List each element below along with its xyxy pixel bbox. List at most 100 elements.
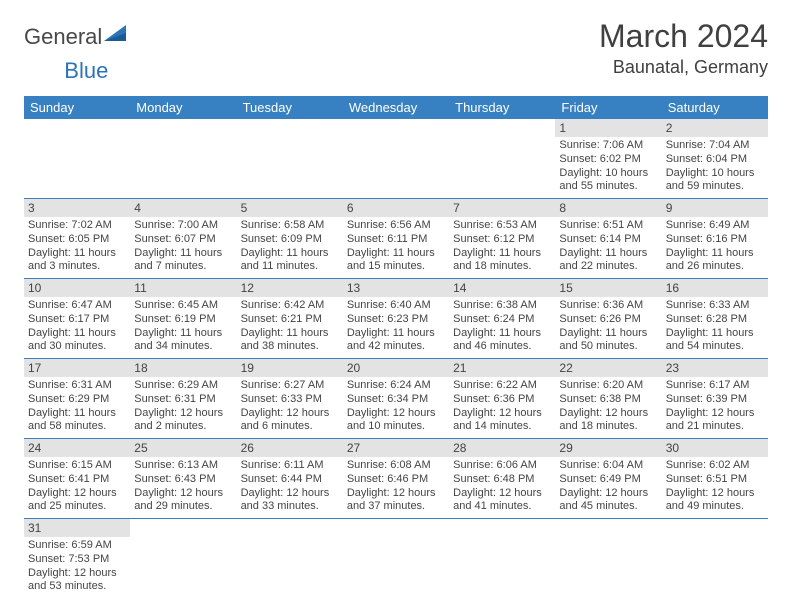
sunrise-text: Sunrise: 6:20 AM — [559, 379, 657, 393]
calendar-cell: 9Sunrise: 6:49 AMSunset: 6:16 PMDaylight… — [662, 199, 768, 279]
daylight-text: and 18 minutes. — [559, 420, 657, 434]
daylight-text: and 37 minutes. — [347, 500, 445, 514]
calendar-cell: 16Sunrise: 6:33 AMSunset: 6:28 PMDayligh… — [662, 279, 768, 359]
daylight-text: and 41 minutes. — [453, 500, 551, 514]
calendar-cell: 20Sunrise: 6:24 AMSunset: 6:34 PMDayligh… — [343, 359, 449, 439]
calendar-cell: 14Sunrise: 6:38 AMSunset: 6:24 PMDayligh… — [449, 279, 555, 359]
daylight-text: Daylight: 11 hours — [347, 247, 445, 261]
day-details: Sunrise: 6:11 AMSunset: 6:44 PMDaylight:… — [237, 457, 343, 518]
day-number: 12 — [237, 279, 343, 297]
daylight-text: Daylight: 12 hours — [666, 487, 764, 501]
daylight-text: and 50 minutes. — [559, 340, 657, 354]
sunset-text: Sunset: 7:53 PM — [28, 553, 126, 567]
calendar-cell: 6Sunrise: 6:56 AMSunset: 6:11 PMDaylight… — [343, 199, 449, 279]
sunrise-text: Sunrise: 6:29 AM — [134, 379, 232, 393]
sunrise-text: Sunrise: 6:08 AM — [347, 459, 445, 473]
day-number: 19 — [237, 359, 343, 377]
calendar-cell: 13Sunrise: 6:40 AMSunset: 6:23 PMDayligh… — [343, 279, 449, 359]
daylight-text: Daylight: 10 hours — [666, 167, 764, 181]
day-number: 17 — [24, 359, 130, 377]
day-details: Sunrise: 6:06 AMSunset: 6:48 PMDaylight:… — [449, 457, 555, 518]
daylight-text: Daylight: 11 hours — [28, 407, 126, 421]
daylight-text: and 34 minutes. — [134, 340, 232, 354]
calendar-cell — [130, 119, 236, 199]
sunrise-text: Sunrise: 6:33 AM — [666, 299, 764, 313]
daylight-text: Daylight: 12 hours — [241, 407, 339, 421]
calendar-cell — [237, 519, 343, 599]
day-number — [130, 119, 236, 137]
daylight-text: Daylight: 11 hours — [453, 327, 551, 341]
sunrise-text: Sunrise: 6:53 AM — [453, 219, 551, 233]
day-details: Sunrise: 6:20 AMSunset: 6:38 PMDaylight:… — [555, 377, 661, 438]
day-details: Sunrise: 6:49 AMSunset: 6:16 PMDaylight:… — [662, 217, 768, 278]
daylight-text: Daylight: 11 hours — [559, 327, 657, 341]
daylight-text: and 29 minutes. — [134, 500, 232, 514]
sunset-text: Sunset: 6:44 PM — [241, 473, 339, 487]
day-number: 11 — [130, 279, 236, 297]
day-details: Sunrise: 6:08 AMSunset: 6:46 PMDaylight:… — [343, 457, 449, 518]
sunrise-text: Sunrise: 7:06 AM — [559, 139, 657, 153]
sunset-text: Sunset: 6:33 PM — [241, 393, 339, 407]
day-number — [555, 519, 661, 537]
sunset-text: Sunset: 6:46 PM — [347, 473, 445, 487]
day-number: 22 — [555, 359, 661, 377]
day-number: 29 — [555, 439, 661, 457]
weekday-header: Friday — [555, 96, 661, 119]
sunrise-text: Sunrise: 6:36 AM — [559, 299, 657, 313]
daylight-text: and 33 minutes. — [241, 500, 339, 514]
daylight-text: Daylight: 11 hours — [559, 247, 657, 261]
day-number: 14 — [449, 279, 555, 297]
weekday-header: Saturday — [662, 96, 768, 119]
sunrise-text: Sunrise: 7:00 AM — [134, 219, 232, 233]
calendar-cell: 15Sunrise: 6:36 AMSunset: 6:26 PMDayligh… — [555, 279, 661, 359]
sunset-text: Sunset: 6:29 PM — [28, 393, 126, 407]
sunset-text: Sunset: 6:26 PM — [559, 313, 657, 327]
sunset-text: Sunset: 6:28 PM — [666, 313, 764, 327]
day-details: Sunrise: 6:04 AMSunset: 6:49 PMDaylight:… — [555, 457, 661, 518]
daylight-text: and 11 minutes. — [241, 260, 339, 274]
sunset-text: Sunset: 6:34 PM — [347, 393, 445, 407]
calendar-cell — [343, 119, 449, 199]
day-details: Sunrise: 6:29 AMSunset: 6:31 PMDaylight:… — [130, 377, 236, 438]
day-details: Sunrise: 6:42 AMSunset: 6:21 PMDaylight:… — [237, 297, 343, 358]
day-number: 16 — [662, 279, 768, 297]
month-title: March 2024 — [599, 18, 768, 55]
calendar-cell: 29Sunrise: 6:04 AMSunset: 6:49 PMDayligh… — [555, 439, 661, 519]
day-number — [130, 519, 236, 537]
daylight-text: and 38 minutes. — [241, 340, 339, 354]
daylight-text: Daylight: 11 hours — [666, 327, 764, 341]
calendar-cell: 11Sunrise: 6:45 AMSunset: 6:19 PMDayligh… — [130, 279, 236, 359]
daylight-text: Daylight: 12 hours — [559, 487, 657, 501]
calendar-cell: 23Sunrise: 6:17 AMSunset: 6:39 PMDayligh… — [662, 359, 768, 439]
day-details: Sunrise: 6:59 AMSunset: 7:53 PMDaylight:… — [24, 537, 130, 598]
sunrise-text: Sunrise: 6:40 AM — [347, 299, 445, 313]
day-details: Sunrise: 6:45 AMSunset: 6:19 PMDaylight:… — [130, 297, 236, 358]
daylight-text: and 7 minutes. — [134, 260, 232, 274]
sunset-text: Sunset: 6:19 PM — [134, 313, 232, 327]
day-number: 21 — [449, 359, 555, 377]
day-number: 10 — [24, 279, 130, 297]
sunrise-text: Sunrise: 6:31 AM — [28, 379, 126, 393]
daylight-text: and 55 minutes. — [559, 180, 657, 194]
brand-part2: Blue — [64, 58, 108, 84]
sunrise-text: Sunrise: 6:06 AM — [453, 459, 551, 473]
daylight-text: and 18 minutes. — [453, 260, 551, 274]
day-details: Sunrise: 6:33 AMSunset: 6:28 PMDaylight:… — [662, 297, 768, 358]
calendar-cell — [662, 519, 768, 599]
brand-logo: General — [24, 24, 130, 50]
calendar-cell — [130, 519, 236, 599]
day-details: Sunrise: 6:58 AMSunset: 6:09 PMDaylight:… — [237, 217, 343, 278]
daylight-text: and 59 minutes. — [666, 180, 764, 194]
sunrise-text: Sunrise: 6:59 AM — [28, 539, 126, 553]
day-number: 1 — [555, 119, 661, 137]
location: Baunatal, Germany — [599, 57, 768, 78]
day-number: 25 — [130, 439, 236, 457]
sunset-text: Sunset: 6:05 PM — [28, 233, 126, 247]
calendar-week-row: 17Sunrise: 6:31 AMSunset: 6:29 PMDayligh… — [24, 359, 768, 439]
calendar-cell: 8Sunrise: 6:51 AMSunset: 6:14 PMDaylight… — [555, 199, 661, 279]
day-details: Sunrise: 7:04 AMSunset: 6:04 PMDaylight:… — [662, 137, 768, 198]
day-number — [237, 519, 343, 537]
day-number: 18 — [130, 359, 236, 377]
daylight-text: and 26 minutes. — [666, 260, 764, 274]
sunset-text: Sunset: 6:17 PM — [28, 313, 126, 327]
